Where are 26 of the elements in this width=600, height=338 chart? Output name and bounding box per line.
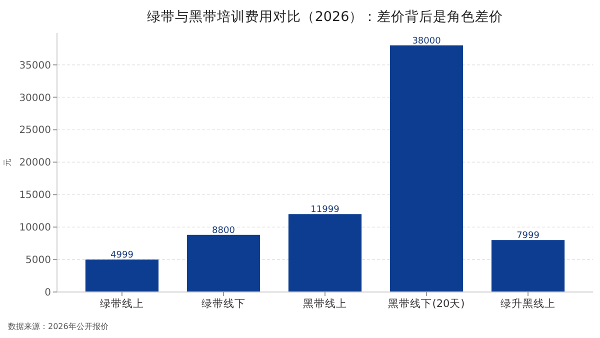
bar [85,260,159,292]
data-label: 38000 [412,36,442,46]
data-label: 4999 [110,250,134,261]
y-tick-label: 0 [44,288,51,298]
y-tick-label: 15000 [19,190,51,202]
y-tick-label: 35000 [19,60,51,72]
bar [288,214,362,292]
y-axis-title: 元 [3,158,12,166]
x-tick-label: 黑带线上 [303,297,347,310]
data-label: 11999 [310,205,340,216]
bar [491,240,565,292]
bar [390,45,464,292]
y-tick-label: 5000 [26,255,51,266]
data-label: 7999 [516,231,540,242]
x-tick-label: 绿带线上 [100,297,144,310]
y-tick-label: 20000 [19,158,51,169]
data-label: 8800 [212,226,236,236]
x-tick-label: 绿带线下 [201,297,246,310]
y-tick-label: 10000 [19,222,51,234]
chart-title: 绿带与黑带培训费用对比（2026）：差价背后是角色差价 [146,9,504,25]
bar [186,234,260,292]
x-tick-label: 绿升黑线上 [500,297,556,310]
y-tick-label: 30000 [19,92,51,104]
y-tick-label: 25000 [19,125,51,136]
source-note: 数据来源：2026年公开报价 [8,322,108,331]
x-tick-label: 黑带线下(20天) [388,297,465,310]
